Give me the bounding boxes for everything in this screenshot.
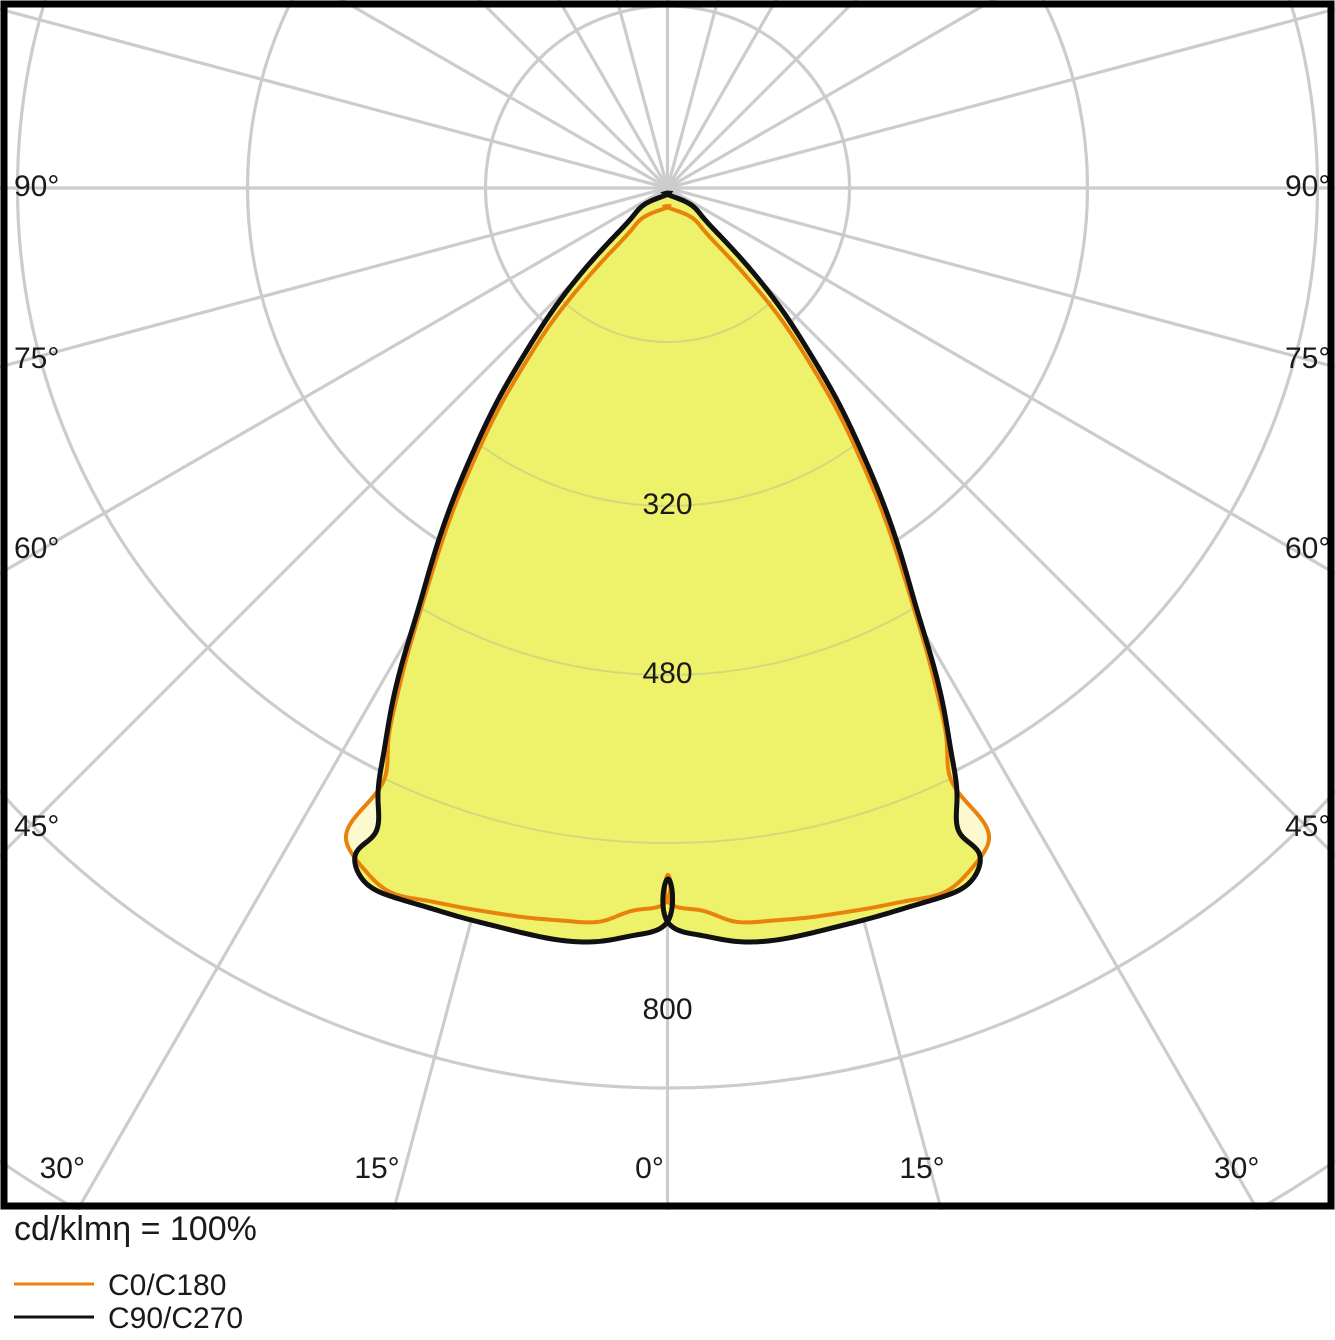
- svg-text:45°: 45°: [1285, 810, 1330, 843]
- svg-text:15°: 15°: [899, 1152, 944, 1185]
- svg-text:0°: 0°: [635, 1152, 664, 1185]
- svg-text:30°: 30°: [40, 1152, 85, 1185]
- svg-text:60°: 60°: [14, 532, 59, 565]
- svg-text:75°: 75°: [1285, 342, 1330, 375]
- svg-text:90°: 90°: [1285, 170, 1330, 203]
- svg-text:C0/C180: C0/C180: [108, 1269, 226, 1302]
- svg-text:60°: 60°: [1285, 532, 1330, 565]
- svg-text:15°: 15°: [354, 1152, 399, 1185]
- svg-text:cd/klmη = 100%: cd/klmη = 100%: [14, 1210, 257, 1248]
- svg-text:C90/C270: C90/C270: [108, 1302, 243, 1335]
- svg-text:45°: 45°: [14, 810, 59, 843]
- svg-text:90°: 90°: [14, 170, 59, 203]
- svg-text:75°: 75°: [14, 342, 59, 375]
- svg-text:800: 800: [642, 993, 692, 1026]
- svg-text:320: 320: [642, 488, 692, 521]
- svg-text:480: 480: [642, 657, 692, 690]
- svg-text:30°: 30°: [1214, 1152, 1259, 1185]
